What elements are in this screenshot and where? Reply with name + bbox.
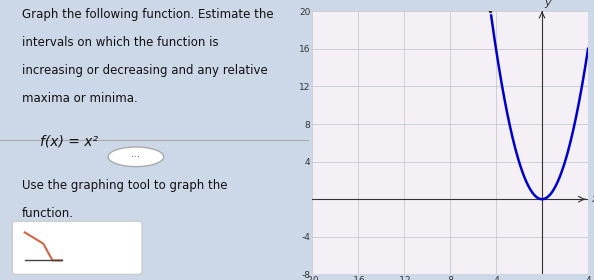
Text: x: x bbox=[592, 194, 594, 204]
Ellipse shape bbox=[108, 147, 164, 167]
Text: maxima or minima.: maxima or minima. bbox=[21, 92, 137, 105]
FancyBboxPatch shape bbox=[12, 221, 142, 274]
Text: Click to: Click to bbox=[87, 227, 128, 237]
Text: y: y bbox=[545, 0, 551, 8]
Text: enlarge: enlarge bbox=[87, 249, 129, 259]
Text: increasing or decreasing and any relative: increasing or decreasing and any relativ… bbox=[21, 64, 267, 77]
Text: Graph the following function. Estimate the: Graph the following function. Estimate t… bbox=[21, 8, 273, 21]
Text: Use the graphing tool to graph the: Use the graphing tool to graph the bbox=[21, 179, 227, 192]
Text: intervals on which the function is: intervals on which the function is bbox=[21, 36, 218, 49]
Text: function.: function. bbox=[21, 207, 74, 220]
Text: f(x) = x²: f(x) = x² bbox=[40, 134, 98, 148]
Text: ···: ··· bbox=[131, 152, 140, 162]
